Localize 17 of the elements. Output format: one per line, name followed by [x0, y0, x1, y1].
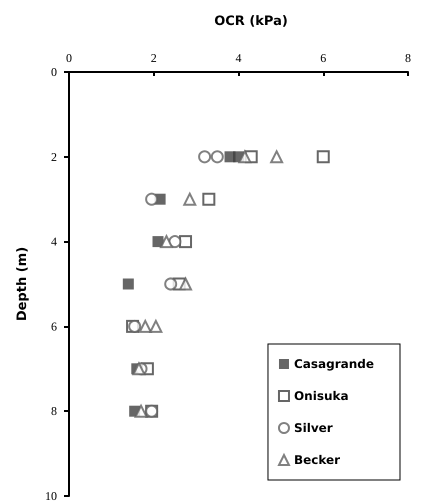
y-tick-label: 2: [51, 150, 57, 164]
y-tick-label: 6: [51, 319, 57, 334]
legend-label: Silver: [294, 421, 333, 435]
legend-label: Onisuka: [294, 389, 349, 403]
y-axis-title: Depth (m): [15, 246, 30, 322]
x-tick-label: 8: [405, 51, 411, 65]
x-tick-label: 2: [150, 51, 157, 65]
legend-label: Becker: [294, 453, 340, 467]
y-tick-label: 0: [51, 65, 57, 79]
x-axis-title: OCR (kPa): [214, 14, 288, 29]
legend-label: Casagrande: [294, 357, 374, 371]
x-tick-label: 4: [236, 51, 242, 65]
y-tick-label: 10: [45, 489, 57, 503]
x-tick-label: 6: [320, 51, 326, 65]
y-tick-label: 4: [51, 234, 57, 249]
y-tick-label: 8: [51, 404, 57, 418]
x-tick-label: 0: [66, 51, 72, 65]
